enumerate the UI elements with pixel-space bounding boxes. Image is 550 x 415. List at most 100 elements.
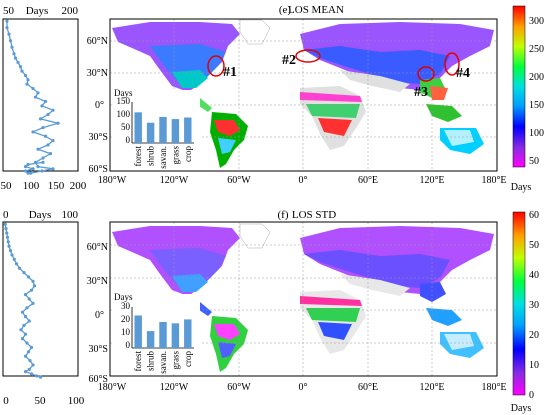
profile-point [46,112,50,117]
panel-f-profile-xtick: 0 [3,395,9,407]
profile-point [31,279,35,283]
profile-point [40,169,44,173]
panel-e-lat-tick: 0° [95,100,104,111]
panel-f-label: (f) [278,209,289,221]
panel-e-profile-top-right: 200 [62,5,79,17]
panel-f-profile-top-left: 0 [3,209,9,221]
profile-point [23,370,28,374]
panel-f-lat-tick: 0° [95,310,104,321]
profile-point [5,19,9,23]
profile-point [56,121,60,125]
profile-point [38,117,43,121]
panel-e-colorbar [512,5,526,168]
panel-f-profile-top-unit: Days [29,209,52,221]
profile-point [31,301,35,305]
panel-e-inset-ytick: 150 [117,96,131,106]
profile-point [5,235,10,239]
panel-e-title: LOS MEAN [288,4,344,16]
panel-e-profile-xtick: 200 [70,180,87,192]
panel-f-profile-frame [2,221,79,377]
profile-point [28,171,33,175]
profile-point [18,65,23,69]
panel-f-cbar-tick: 60 [529,210,539,221]
annotation-oval-2 [295,49,321,63]
panel-e-profile-frame [2,18,79,172]
panel-e-label: (e) [279,4,292,16]
panel-f-lon-tick: 120°E [419,382,444,393]
profile-point [25,82,29,86]
profile-point [38,375,43,379]
profile-point [33,95,38,99]
panel-e-profile-xtick: 100 [23,180,40,192]
panel-e-inset-ytick: 0 [126,135,131,145]
inset-category-label: savan. [158,146,168,169]
profile-point [26,350,31,354]
annotation-label-2: #2 [282,53,296,68]
profile-point [40,104,44,108]
profile-point [51,108,55,112]
inset-category-label: grass [170,351,180,370]
profile-point [28,359,32,363]
profile-point [33,160,38,164]
inset-bar-shrub [146,331,155,348]
profile-point [23,165,28,169]
profile-point [31,86,35,91]
inset-category-label: forest [133,146,143,167]
panel-e-profile-xtick: 150 [48,180,65,192]
panel-f-cbar-tick: 50 [529,240,539,251]
inset-category-label: shrub [146,146,156,166]
profile-point [20,337,25,341]
inset-category-label: crop [183,146,193,162]
panel-f-inset-ytick: 20 [121,314,131,324]
panel-f-inset-ylabel: Days [114,292,133,302]
panel-e-lat-tick: 30°N [87,68,108,79]
profile-point [26,78,30,82]
panel-f-lat-tick: 60°S [88,374,108,385]
panel-e-cbar-tick: 300 [529,16,544,27]
profile-point [51,139,55,143]
panel-e-profile-top-unit: Days [26,5,49,17]
panel-e-lon-tick: 180°E [481,175,506,186]
panel-f-lon-tick: 60°W [227,382,251,393]
annotation-label-3: #3 [414,85,428,100]
profile-point [23,73,28,78]
profile-point [22,271,26,275]
profile-point [48,152,53,156]
panel-f-cbar-tick: 20 [529,330,539,341]
profile-point [3,222,7,226]
annotation-oval-4 [444,52,460,76]
profile-point [5,26,9,30]
panel-f-inset-ytick: 10 [121,327,131,337]
panel-e-lon-tick: 180°W [98,175,127,186]
profile-point [46,143,50,147]
panel-f-inset-ytick: 0 [126,340,131,350]
panel-f-cbar-tick: 0 [529,390,534,401]
panel-f-profile-series [3,222,43,379]
panel-e: (e) LOS MEAN [1,4,545,193]
profile-point [8,249,13,253]
panel-e-profile-top-left: 50 [3,5,15,17]
profile-point [20,69,24,73]
profile-point [43,134,48,138]
panel-e-profile-series [5,19,61,175]
profile-point [41,125,45,130]
profile-point [7,244,11,248]
panel-f-profile-xtick: 100 [68,395,85,407]
profile-point [5,231,9,235]
panel-f: (f) LOS STD [2,209,539,414]
profile-point [10,45,14,49]
profile-point [16,60,20,65]
profile-point [27,367,31,371]
profile-point [23,332,28,336]
profile-point [14,262,19,266]
panel-e-inset-ytick: 50 [121,122,131,132]
profile-point [26,275,31,279]
annotation-oval-1 [207,55,225,77]
profile-point [43,99,48,104]
profile-point [32,284,37,288]
panel-e-inset-ytick: 100 [117,109,131,119]
profile-point [36,147,40,151]
panel-e-cbar-tick: 100 [529,128,544,139]
inset-bar-crop [184,117,192,143]
